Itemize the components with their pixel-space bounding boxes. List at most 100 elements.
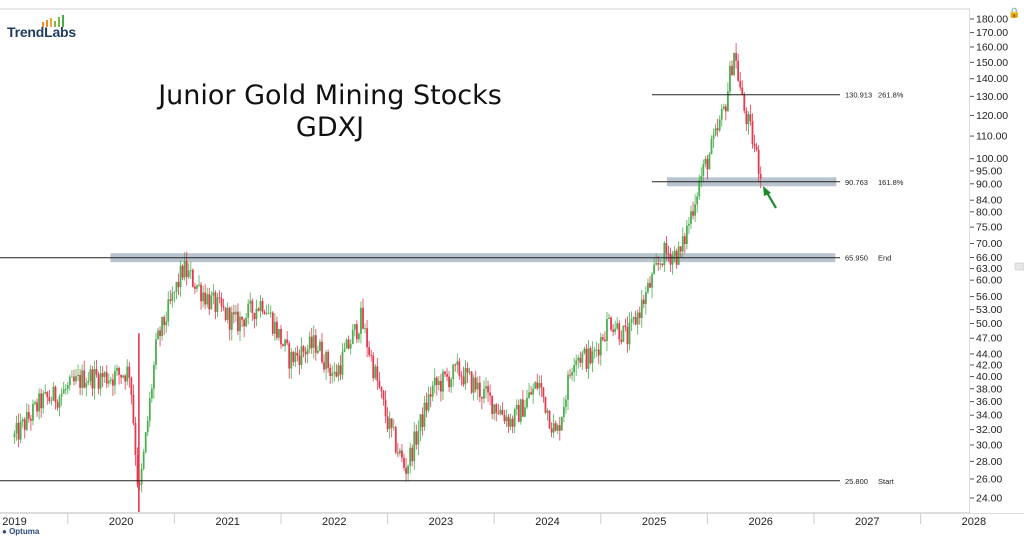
candle-body: [206, 294, 209, 305]
candle-body: [83, 370, 86, 388]
candle-body: [136, 455, 139, 485]
candle-body: [450, 379, 453, 388]
candle-body: [52, 386, 55, 401]
candle-body: [349, 344, 352, 349]
x-tick-label: 2020: [109, 516, 133, 528]
candle-body: [608, 317, 610, 319]
candle-body: [15, 422, 18, 434]
candle-body: [718, 119, 721, 131]
candle-body: [267, 313, 270, 315]
candle-body: [724, 106, 727, 112]
candle-body: [542, 387, 545, 397]
candle-body: [130, 377, 133, 395]
candle-body: [118, 367, 120, 375]
candle-body: [692, 211, 694, 216]
y-tick-label: 42.00: [976, 359, 1002, 371]
y-axis-ticks: 24.00 26.00 28.00 30.00 32.00 34.00 36.0038.00…: [970, 14, 1008, 505]
candle-body: [23, 419, 26, 430]
candle-body: [269, 312, 272, 314]
y-tick-label: 180.00: [976, 14, 1008, 26]
candle-body: [21, 419, 24, 422]
y-tick-label: 95.00: [976, 165, 1002, 177]
candle-body: [171, 292, 174, 302]
candle-body: [265, 313, 268, 315]
candle-body: [58, 396, 61, 408]
candle-body: [271, 312, 274, 334]
candle-body: [396, 452, 399, 454]
level-name-label: 261.8%: [878, 91, 904, 100]
candle-body: [448, 376, 450, 388]
candle-body: [618, 323, 621, 340]
candle-body: [335, 371, 338, 377]
candle-body: [91, 369, 94, 389]
candle-body: [13, 433, 16, 438]
candle-body: [565, 399, 567, 407]
candle-body: [36, 402, 38, 412]
candle-body: [161, 316, 163, 337]
candle-body: [522, 399, 524, 417]
candle-body: [690, 211, 692, 224]
fib-levels: 130.913 261.8% 90.763 161.8% 65.950 End 25.800…: [0, 91, 904, 486]
candle-body: [493, 404, 496, 414]
candle-body: [204, 292, 207, 305]
candle-body: [747, 114, 750, 125]
candle-body: [688, 223, 690, 226]
candle-body: [567, 374, 569, 400]
candle-body: [425, 402, 428, 411]
candle-body: [93, 368, 96, 389]
candle-body: [702, 164, 705, 176]
candle-body: [712, 135, 715, 139]
candle-body: [741, 87, 744, 95]
x-tick-label: 2019: [2, 516, 26, 528]
candles: [13, 42, 762, 512]
candle-body: [683, 236, 686, 245]
lock-icon[interactable]: 🔒: [1008, 8, 1021, 19]
candle-body: [642, 299, 645, 305]
candle-body: [454, 364, 457, 366]
candle-body: [210, 295, 213, 310]
y-tick-label: 40.00: [976, 371, 1002, 383]
y-axis-panel: [970, 9, 1024, 513]
candle-body: [431, 385, 434, 397]
candle-body: [630, 319, 633, 323]
candle-body: [68, 376, 71, 386]
candle-body: [323, 362, 325, 370]
candle-body: [167, 299, 170, 322]
candle-body: [528, 392, 530, 398]
candle-body: [62, 389, 65, 394]
candle-body: [534, 382, 537, 389]
candle-body: [659, 263, 662, 265]
candle-body: [73, 376, 75, 382]
candle-body: [378, 380, 381, 388]
candle-body: [446, 374, 448, 377]
candle-body: [560, 417, 563, 431]
candle-body: [216, 297, 219, 312]
candle-body: [317, 350, 319, 353]
y-tick-label: 56.00: [976, 291, 1002, 303]
candle-body: [66, 385, 69, 390]
candle-body: [589, 348, 592, 364]
candle-body: [632, 317, 635, 320]
x-tick-label: 2028: [962, 516, 986, 528]
candle-body: [612, 329, 614, 332]
candle-body: [38, 393, 40, 412]
candle-body: [573, 364, 576, 373]
candle-body: [50, 400, 53, 402]
candle-body: [165, 321, 168, 326]
candle-body: [591, 351, 594, 364]
level-name-label: 161.8%: [878, 178, 904, 187]
candle-body: [657, 263, 660, 265]
chart-title-line1: Junior Gold Mining Stocks: [158, 80, 502, 111]
y-tick-label: 120.00: [976, 110, 1008, 122]
candle-body: [597, 349, 600, 356]
candle-body: [222, 306, 225, 308]
candle-body: [483, 388, 485, 399]
y-axis-scroll-marker[interactable]: [1014, 262, 1024, 271]
candle-body: [185, 260, 188, 277]
candle-body: [339, 365, 342, 375]
x-tick-label: 2024: [535, 516, 559, 528]
candle-body: [505, 416, 508, 422]
candle-body: [34, 402, 36, 404]
candle-body: [427, 394, 430, 411]
candle-body: [694, 204, 696, 216]
